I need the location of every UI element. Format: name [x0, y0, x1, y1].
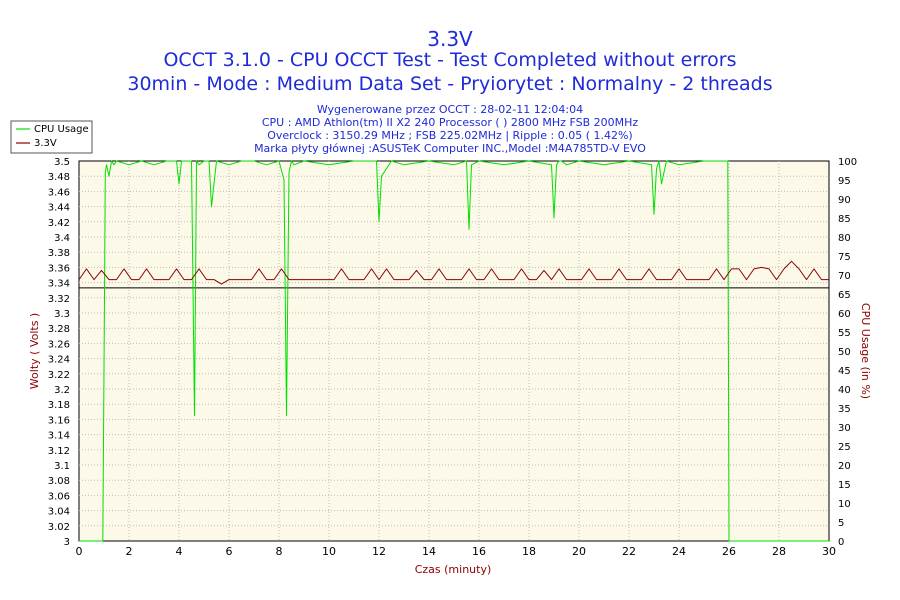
y-tick-label: 3.16	[48, 415, 70, 426]
y2-tick-label: 85	[838, 214, 851, 225]
legend-box	[10, 120, 93, 154]
x-tick-label: 8	[276, 545, 283, 558]
x-tick-label: 4	[176, 545, 183, 558]
info-overclock: Overclock : 3150.29 MHz ; FSB 225.02MHz …	[267, 129, 633, 142]
x-tick-label: 16	[472, 545, 486, 558]
y2-tick-label: 25	[838, 442, 851, 453]
legend-label-3v3: 3.3V	[34, 138, 57, 149]
series-group	[78, 160, 829, 542]
y-tick-label: 3.12	[48, 446, 70, 457]
x-tick-label: 30	[822, 545, 836, 558]
y-tick-label: 3.22	[48, 370, 70, 381]
x-tick-label: 6	[226, 545, 233, 558]
y-tick-label: 3.34	[48, 279, 70, 290]
y2-tick-label: 10	[838, 499, 851, 510]
x-tick-label: 2	[126, 545, 133, 558]
y-tick-label: 3.48	[48, 172, 70, 183]
x-tick-label: 14	[422, 545, 436, 558]
y-tick-label: 3.2	[54, 385, 70, 396]
y2-tick-label: 80	[838, 233, 851, 244]
legend-label-cpu-usage: CPU Usage	[34, 124, 89, 135]
chart-subtitle-2: 30min - Mode : Medium Data Set - Pryiory…	[127, 73, 773, 95]
y-tick-label: 3.04	[48, 507, 70, 518]
y2-tick-label: 75	[838, 252, 851, 263]
left-axis-ticks: 3 3.02 3.04 3.06 3.08 3.1 3.12 3.14 3.16 3.18 3.2 3…	[48, 157, 70, 548]
y2-tick-label: 40	[838, 385, 851, 396]
x-tick-label: 24	[672, 545, 686, 558]
y-tick-label: 3.26	[48, 339, 70, 350]
y-tick-label: 3.36	[48, 263, 70, 274]
x-tick-label: 18	[522, 545, 536, 558]
x-tick-label: 12	[372, 545, 386, 558]
x-tick-label: 28	[772, 545, 786, 558]
y2-tick-label: 20	[838, 461, 851, 472]
y-tick-label: 3.1	[54, 461, 70, 472]
y-tick-label: 3.38	[48, 248, 70, 259]
y2-tick-label: 100	[838, 157, 857, 168]
y2-tick-label: 5	[838, 518, 844, 529]
y-tick-label: 3.08	[48, 476, 70, 487]
y-tick-label: 3	[64, 537, 70, 548]
y-tick-label: 3.02	[48, 522, 70, 533]
plot-area	[78, 160, 830, 542]
y2-tick-label: 70	[838, 271, 851, 282]
y-tick-label: 3.06	[48, 491, 70, 502]
y-tick-label: 3.32	[48, 294, 70, 305]
y-tick-label: 3.14	[48, 431, 70, 442]
y-tick-label: 3.3	[54, 309, 70, 320]
x-axis-label: Czas (minuty)	[415, 563, 492, 576]
x-tick-label: 10	[322, 545, 336, 558]
y-tick-label: 3.44	[48, 203, 70, 214]
x-tick-label: 20	[572, 545, 586, 558]
y2-tick-label: 50	[838, 347, 851, 358]
chart-title: 3.3V	[427, 27, 473, 51]
x-axis-ticks: 0 2 4 6 8 10 12 14 16 18 20 22 24 26 28 30	[76, 545, 837, 558]
grid	[79, 161, 829, 541]
y2-tick-label: 95	[838, 176, 851, 187]
y2-tick-label: 90	[838, 195, 851, 206]
series-line-3v3	[78, 260, 829, 285]
y-tick-label: 3.5	[54, 157, 70, 168]
y-tick-label: 3.18	[48, 400, 70, 411]
y2-tick-label: 15	[838, 480, 851, 491]
y-tick-label: 3.4	[54, 233, 70, 244]
x-tick-label: 22	[622, 545, 636, 558]
y-tick-label: 3.24	[48, 355, 70, 366]
x-tick-label: 26	[722, 545, 736, 558]
right-axis-ticks: 0 5 10 15 20 25 30 35 40 45 50 55 60 65 70 75 80 85 90 95 10…	[838, 157, 857, 548]
y2-axis-label: CPU Usage (in %)	[859, 303, 872, 399]
y-axis-label: Wolty ( Volts )	[28, 313, 41, 389]
info-motherboard: Marka płyty głównej :ASUSTeK Computer IN…	[254, 142, 646, 155]
x-tick-label: 0	[76, 545, 83, 558]
y2-tick-label: 60	[838, 309, 851, 320]
y2-tick-label: 55	[838, 328, 851, 339]
y-tick-label: 3.28	[48, 324, 70, 335]
y2-tick-label: 65	[838, 290, 851, 301]
legend: CPU Usage 3.3V	[10, 120, 93, 154]
series-line-cpu-usage	[79, 160, 829, 542]
y-tick-label: 3.46	[48, 187, 70, 198]
info-generated: Wygenerowane przez OCCT : 28-02-11 12:04…	[316, 103, 584, 116]
y2-tick-label: 35	[838, 404, 851, 415]
y2-tick-label: 45	[838, 366, 851, 377]
y-tick-label: 3.42	[48, 218, 70, 229]
chart-subtitle-1: OCCT 3.1.0 - CPU OCCT Test - Test Comple…	[163, 49, 737, 71]
y2-tick-label: 0	[838, 537, 844, 548]
y2-tick-label: 30	[838, 423, 851, 434]
info-cpu: CPU : AMD Athlon(tm) II X2 240 Processor…	[261, 116, 639, 129]
